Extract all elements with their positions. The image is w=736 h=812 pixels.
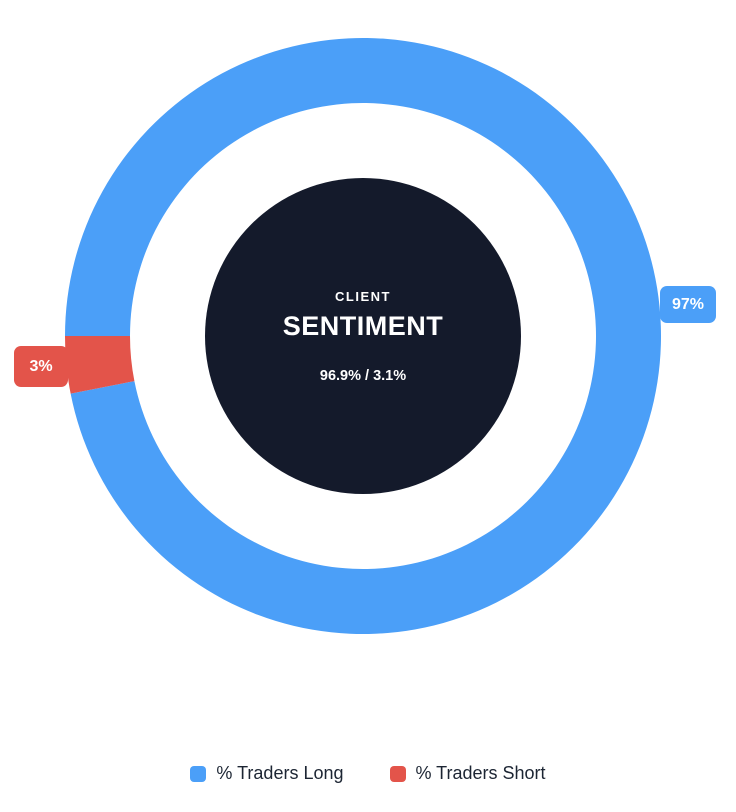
chart-center: CLIENT SENTIMENT 96.9% / 3.1% bbox=[205, 178, 521, 494]
legend-swatch-long-icon bbox=[190, 765, 207, 782]
donut-chart: CLIENT SENTIMENT 96.9% / 3.1% 97% 3% bbox=[14, 38, 716, 634]
legend-item-traders-short[interactable]: % Traders Short bbox=[389, 763, 546, 784]
legend-item-traders-long[interactable]: % Traders Long bbox=[190, 763, 344, 784]
center-values: 96.9% / 3.1% bbox=[319, 367, 407, 384]
donut-ring bbox=[65, 38, 661, 634]
slice-traders-short[interactable] bbox=[65, 336, 135, 394]
center-kicker: CLIENT bbox=[335, 288, 391, 304]
legend-swatch-short-icon bbox=[389, 765, 406, 782]
legend-label-long: % Traders Long bbox=[216, 763, 344, 783]
callout-long-percent: 97% bbox=[660, 286, 716, 323]
callout-short-percent: 3% bbox=[14, 346, 68, 387]
legend-label-short: % Traders Short bbox=[415, 763, 546, 783]
chart-legend: % Traders Long % Traders Short bbox=[0, 763, 736, 784]
center-title: SENTIMENT bbox=[282, 310, 444, 341]
